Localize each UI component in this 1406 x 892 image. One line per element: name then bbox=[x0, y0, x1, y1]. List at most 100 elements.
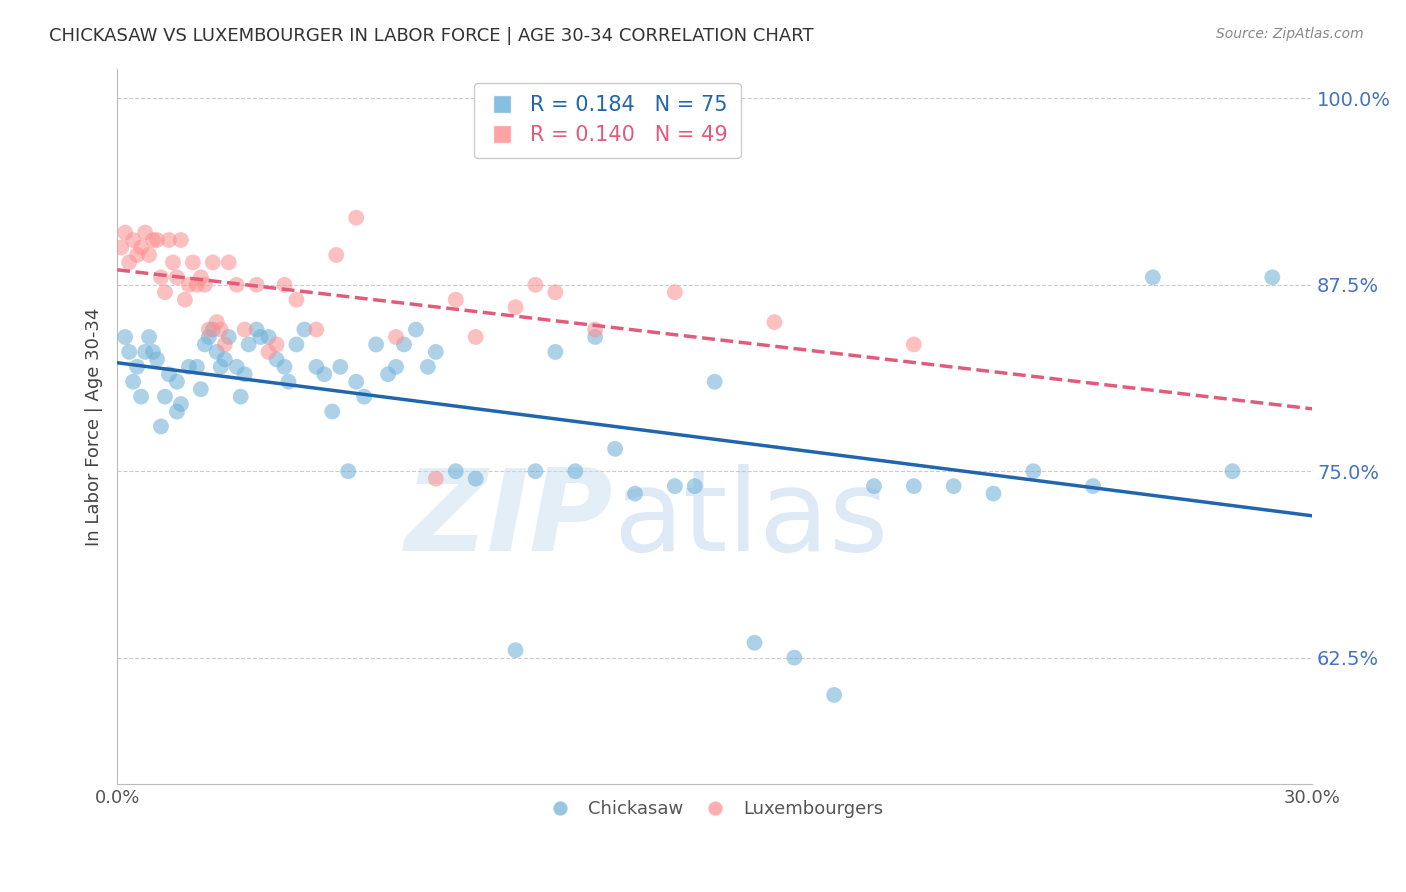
Point bbox=[233, 322, 256, 336]
Point bbox=[823, 688, 845, 702]
Point bbox=[177, 277, 200, 292]
Point bbox=[337, 464, 360, 478]
Point bbox=[146, 233, 169, 247]
Point bbox=[118, 255, 141, 269]
Point bbox=[170, 397, 193, 411]
Point bbox=[257, 330, 280, 344]
Point bbox=[863, 479, 886, 493]
Point bbox=[664, 479, 686, 493]
Point bbox=[238, 337, 260, 351]
Point bbox=[201, 255, 224, 269]
Point bbox=[664, 285, 686, 300]
Point bbox=[174, 293, 197, 307]
Point bbox=[138, 330, 160, 344]
Point bbox=[229, 390, 252, 404]
Point bbox=[153, 285, 176, 300]
Point bbox=[603, 442, 626, 456]
Point bbox=[763, 315, 786, 329]
Text: CHICKASAW VS LUXEMBOURGER IN LABOR FORCE | AGE 30-34 CORRELATION CHART: CHICKASAW VS LUXEMBOURGER IN LABOR FORCE… bbox=[49, 27, 814, 45]
Point bbox=[703, 375, 725, 389]
Point bbox=[464, 330, 486, 344]
Point bbox=[285, 337, 308, 351]
Point bbox=[1142, 270, 1164, 285]
Legend: Chickasaw, Luxembourgers: Chickasaw, Luxembourgers bbox=[538, 793, 890, 825]
Point bbox=[305, 359, 328, 374]
Point bbox=[266, 337, 288, 351]
Point bbox=[266, 352, 288, 367]
Point bbox=[122, 233, 145, 247]
Point bbox=[150, 270, 173, 285]
Point bbox=[683, 479, 706, 493]
Point bbox=[524, 464, 547, 478]
Point bbox=[186, 277, 208, 292]
Point bbox=[444, 293, 467, 307]
Point bbox=[114, 226, 136, 240]
Point bbox=[218, 330, 240, 344]
Point bbox=[127, 359, 149, 374]
Point bbox=[524, 277, 547, 292]
Point bbox=[225, 277, 247, 292]
Point bbox=[983, 486, 1005, 500]
Point bbox=[225, 359, 247, 374]
Point bbox=[214, 337, 236, 351]
Point bbox=[233, 368, 256, 382]
Point bbox=[157, 233, 180, 247]
Point bbox=[744, 636, 766, 650]
Point bbox=[505, 300, 527, 314]
Point bbox=[257, 345, 280, 359]
Point bbox=[364, 337, 387, 351]
Point bbox=[425, 472, 447, 486]
Point bbox=[246, 277, 269, 292]
Point bbox=[205, 315, 228, 329]
Point bbox=[416, 359, 439, 374]
Point bbox=[190, 382, 212, 396]
Point bbox=[177, 359, 200, 374]
Point bbox=[198, 322, 221, 336]
Point bbox=[544, 285, 567, 300]
Point bbox=[138, 248, 160, 262]
Point bbox=[444, 464, 467, 478]
Point bbox=[425, 345, 447, 359]
Point bbox=[903, 337, 925, 351]
Point bbox=[392, 337, 415, 351]
Point bbox=[186, 359, 208, 374]
Text: ZIP: ZIP bbox=[405, 464, 613, 575]
Point bbox=[150, 419, 173, 434]
Text: atlas: atlas bbox=[613, 464, 889, 575]
Point bbox=[942, 479, 965, 493]
Point bbox=[505, 643, 527, 657]
Point bbox=[205, 345, 228, 359]
Point bbox=[218, 255, 240, 269]
Point bbox=[246, 322, 269, 336]
Point bbox=[190, 270, 212, 285]
Point bbox=[583, 330, 606, 344]
Point bbox=[201, 322, 224, 336]
Point bbox=[157, 368, 180, 382]
Point bbox=[170, 233, 193, 247]
Text: Source: ZipAtlas.com: Source: ZipAtlas.com bbox=[1216, 27, 1364, 41]
Point bbox=[329, 359, 352, 374]
Point bbox=[464, 472, 486, 486]
Point bbox=[194, 277, 217, 292]
Point bbox=[134, 345, 156, 359]
Point bbox=[118, 345, 141, 359]
Point bbox=[181, 255, 204, 269]
Point bbox=[564, 464, 586, 478]
Point bbox=[122, 375, 145, 389]
Point bbox=[166, 375, 188, 389]
Point bbox=[385, 330, 408, 344]
Point bbox=[142, 233, 165, 247]
Point bbox=[1261, 270, 1284, 285]
Point bbox=[114, 330, 136, 344]
Point bbox=[583, 322, 606, 336]
Point bbox=[129, 240, 152, 254]
Point bbox=[544, 345, 567, 359]
Point bbox=[314, 368, 336, 382]
Point bbox=[353, 390, 375, 404]
Point bbox=[127, 248, 149, 262]
Point bbox=[305, 322, 328, 336]
Point bbox=[405, 322, 427, 336]
Point bbox=[344, 375, 367, 389]
Point bbox=[273, 359, 295, 374]
Point bbox=[134, 226, 156, 240]
